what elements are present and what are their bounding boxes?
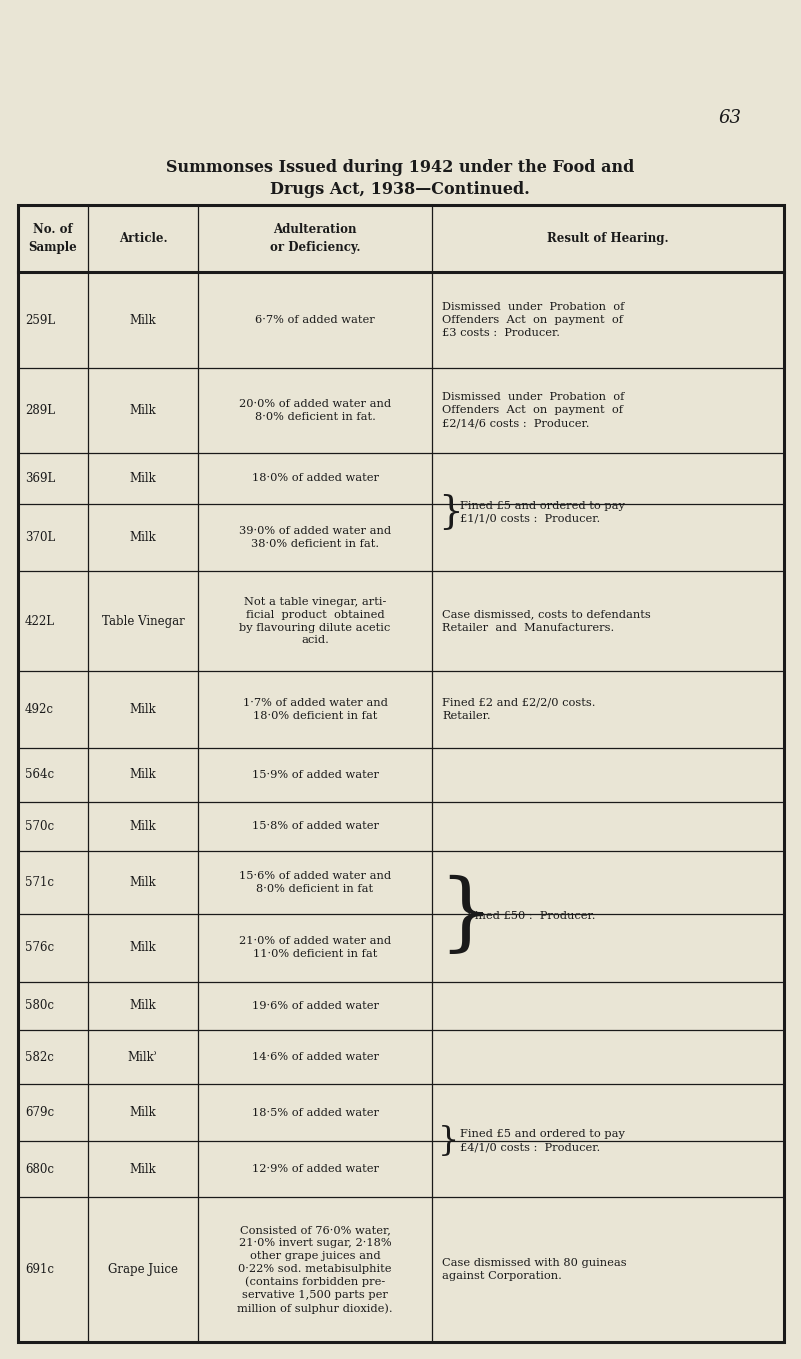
Text: Not a table vinegar, arti-
ficial  product  obtained
by flavouring dilute acetic: Not a table vinegar, arti- ficial produc… xyxy=(239,597,391,646)
Text: Milk: Milk xyxy=(130,942,156,954)
Text: Result of Hearing.: Result of Hearing. xyxy=(547,232,669,245)
Text: Milk: Milk xyxy=(130,314,156,326)
Text: 12·9% of added water: 12·9% of added water xyxy=(252,1165,379,1174)
Text: 369L: 369L xyxy=(25,472,55,485)
Text: 39·0% of added water and
38·0% deficient in fat.: 39·0% of added water and 38·0% deficient… xyxy=(239,526,391,549)
Text: Milk: Milk xyxy=(130,404,156,417)
Text: Adulteration
or Deficiency.: Adulteration or Deficiency. xyxy=(270,223,360,254)
Text: 370L: 370L xyxy=(25,531,55,544)
Text: Table Vinegar: Table Vinegar xyxy=(102,614,184,628)
Text: 679c: 679c xyxy=(25,1106,54,1118)
Text: 15·6% of added water and
8·0% deficient in fat: 15·6% of added water and 8·0% deficient … xyxy=(239,871,391,893)
Text: 570c: 570c xyxy=(25,819,54,833)
Text: }: } xyxy=(438,874,493,958)
Text: 259L: 259L xyxy=(25,314,55,326)
Text: }: } xyxy=(438,1125,459,1157)
Text: Milk: Milk xyxy=(130,703,156,716)
Text: Milk: Milk xyxy=(130,768,156,781)
Text: 564c: 564c xyxy=(25,768,54,781)
Text: 1·7% of added water and
18·0% deficient in fat: 1·7% of added water and 18·0% deficient … xyxy=(243,699,388,720)
Text: Fined £5 and ordered to pay
£1/1/0 costs :  Producer.: Fined £5 and ordered to pay £1/1/0 costs… xyxy=(460,500,625,523)
Text: 6·7% of added water: 6·7% of added water xyxy=(256,315,375,325)
Text: Fined £50 :  Producer.: Fined £50 : Producer. xyxy=(467,911,595,921)
Text: Fined £2 and £2/2/0 costs.
Retailer.: Fined £2 and £2/2/0 costs. Retailer. xyxy=(442,697,595,720)
Text: 289L: 289L xyxy=(25,404,55,417)
Bar xyxy=(18,205,784,1341)
Text: Dismissed  under  Probation  of
Offenders  Act  on  payment  of
£3 costs :  Prod: Dismissed under Probation of Offenders A… xyxy=(442,302,624,338)
Text: Milkʾ: Milkʾ xyxy=(128,1051,158,1064)
Text: 580c: 580c xyxy=(25,999,54,1012)
Text: 422L: 422L xyxy=(25,614,55,628)
Text: Milk: Milk xyxy=(130,1106,156,1118)
Text: 691c: 691c xyxy=(25,1263,54,1276)
Text: 492c: 492c xyxy=(25,703,54,716)
Text: 14·6% of added water: 14·6% of added water xyxy=(252,1052,379,1063)
Text: Case dismissed with 80 guineas
against Corporation.: Case dismissed with 80 guineas against C… xyxy=(442,1258,626,1282)
Text: Fined £5 and ordered to pay
£4/1/0 costs :  Producer.: Fined £5 and ordered to pay £4/1/0 costs… xyxy=(460,1129,625,1152)
Text: Milk: Milk xyxy=(130,472,156,485)
Text: Milk: Milk xyxy=(130,875,156,889)
Text: Case dismissed, costs to defendants
Retailer  and  Manufacturers.: Case dismissed, costs to defendants Reta… xyxy=(442,610,650,633)
Text: Article.: Article. xyxy=(119,232,167,245)
Text: 63: 63 xyxy=(718,109,742,126)
Text: 20·0% of added water and
8·0% deficient in fat.: 20·0% of added water and 8·0% deficient … xyxy=(239,400,391,421)
Text: Drugs Act, 1938—Continued.: Drugs Act, 1938—Continued. xyxy=(270,182,530,198)
Text: Grape Juice: Grape Juice xyxy=(108,1263,178,1276)
Text: 18·5% of added water: 18·5% of added water xyxy=(252,1108,379,1117)
Text: Dismissed  under  Probation  of
Offenders  Act  on  payment  of
£2/14/6 costs : : Dismissed under Probation of Offenders A… xyxy=(442,393,624,428)
Text: 680c: 680c xyxy=(25,1163,54,1176)
Text: 18·0% of added water: 18·0% of added water xyxy=(252,473,379,484)
Text: Consisted of 76·0% water,
21·0% invert sugar, 2·18%
other grape juices and
0·22%: Consisted of 76·0% water, 21·0% invert s… xyxy=(237,1226,392,1314)
Text: Milk: Milk xyxy=(130,819,156,833)
Text: No. of
Sample: No. of Sample xyxy=(29,223,78,254)
Text: Milk: Milk xyxy=(130,1163,156,1176)
Text: Summonses Issued during 1942 under the Food and: Summonses Issued during 1942 under the F… xyxy=(166,159,634,177)
Text: Milk: Milk xyxy=(130,531,156,544)
Text: Milk: Milk xyxy=(130,999,156,1012)
Text: }: } xyxy=(438,493,463,530)
Text: 19·6% of added water: 19·6% of added water xyxy=(252,1000,379,1011)
Text: 571c: 571c xyxy=(25,875,54,889)
Text: 15·8% of added water: 15·8% of added water xyxy=(252,821,379,832)
Text: 582c: 582c xyxy=(25,1051,54,1064)
Text: 15·9% of added water: 15·9% of added water xyxy=(252,769,379,780)
Text: 21·0% of added water and
11·0% deficient in fat: 21·0% of added water and 11·0% deficient… xyxy=(239,936,391,959)
Text: 576c: 576c xyxy=(25,942,54,954)
